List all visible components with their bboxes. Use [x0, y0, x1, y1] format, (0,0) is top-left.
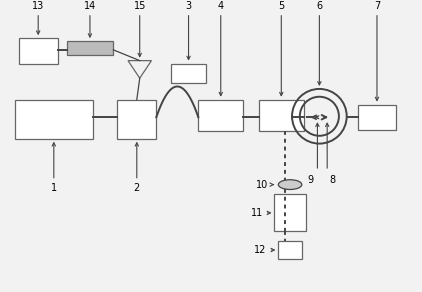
Text: 5: 5 — [278, 1, 284, 11]
Ellipse shape — [279, 180, 302, 190]
Text: 4: 4 — [218, 1, 224, 11]
Bar — [279, 241, 302, 259]
Text: 7: 7 — [374, 1, 380, 11]
Text: 14: 14 — [84, 1, 96, 11]
Bar — [358, 105, 395, 130]
Bar — [67, 41, 114, 55]
Text: 1: 1 — [51, 183, 57, 193]
Text: 11: 11 — [251, 208, 263, 218]
Text: 13: 13 — [32, 1, 44, 11]
Bar — [19, 38, 58, 64]
Bar — [274, 194, 306, 232]
Text: 10: 10 — [256, 180, 268, 190]
Bar — [117, 100, 156, 139]
Bar — [198, 100, 243, 131]
Text: 2: 2 — [134, 183, 140, 193]
Text: 12: 12 — [254, 245, 267, 255]
Bar — [15, 100, 93, 139]
Text: 15: 15 — [133, 1, 146, 11]
Bar — [171, 64, 206, 83]
Text: 6: 6 — [316, 1, 322, 11]
Bar — [259, 100, 304, 131]
Text: 8: 8 — [329, 175, 335, 185]
Text: 9: 9 — [307, 175, 314, 185]
Text: 3: 3 — [186, 1, 192, 11]
